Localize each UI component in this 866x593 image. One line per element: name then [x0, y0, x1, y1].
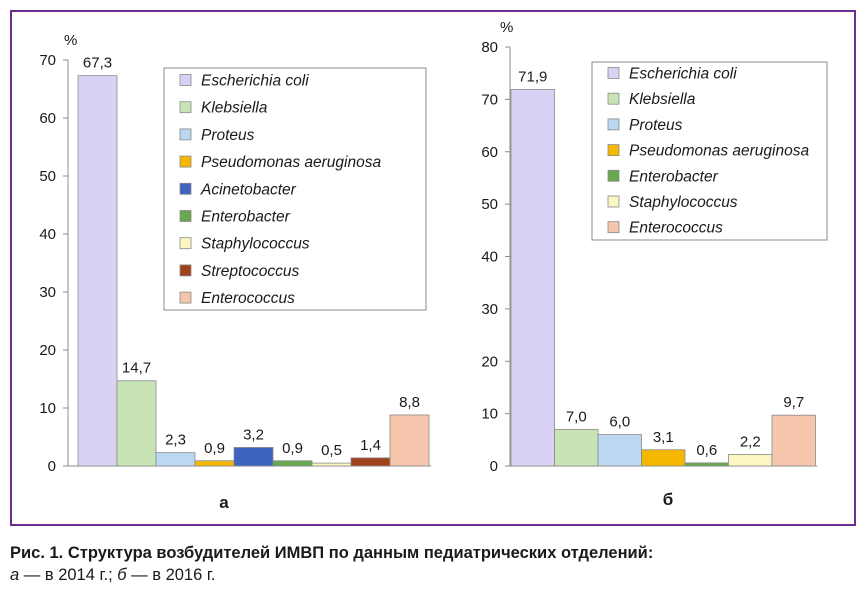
data-label: 8,8 — [399, 394, 420, 411]
legend-entry: Klebsiella — [629, 91, 696, 108]
data-label: 9,7 — [783, 394, 804, 411]
legend-swatch — [179, 264, 192, 277]
legend-entry: Klebsiella — [201, 100, 268, 117]
y-tick-label: 50 — [481, 196, 498, 213]
data-label: 3,1 — [653, 429, 674, 446]
bar — [597, 434, 642, 467]
bar — [510, 89, 555, 467]
legend-entry: Enterococcus — [201, 290, 295, 307]
bar — [554, 428, 599, 467]
bar — [272, 460, 313, 467]
y-tick-label: 50 — [39, 168, 56, 185]
data-label: 1,4 — [360, 437, 381, 454]
bar — [155, 452, 196, 467]
data-label: 67,3 — [83, 55, 112, 72]
caption-a-text: — в 2014 г.; — [19, 566, 118, 584]
legend-entry: Escherichia coli — [201, 73, 309, 90]
data-label: 0,5 — [321, 442, 342, 459]
legend-swatch — [607, 144, 620, 157]
legend-entry: Staphylococcus — [629, 194, 738, 211]
data-label: 0,9 — [204, 440, 225, 457]
legend-box — [591, 61, 828, 241]
legend-swatch — [179, 237, 192, 250]
legend-swatch — [607, 169, 620, 182]
legend-entry: Staphylococcus — [201, 236, 310, 253]
legend-swatch — [179, 74, 192, 86]
bar — [350, 457, 391, 467]
bar — [771, 414, 816, 467]
legend-swatch — [607, 195, 620, 208]
y-tick-label: 70 — [481, 91, 498, 108]
data-label: 7,0 — [566, 408, 587, 425]
bar — [684, 462, 729, 467]
legend-entry: Escherichia coli — [629, 66, 737, 83]
y-tick-label: 10 — [481, 406, 498, 423]
legend-swatch — [607, 118, 620, 131]
bar — [77, 75, 118, 467]
y-tick-label: 70 — [39, 52, 56, 69]
bar — [641, 449, 686, 467]
y-unit-label: % — [64, 32, 77, 49]
legend-swatch — [179, 210, 192, 222]
legend-swatch — [179, 291, 192, 304]
y-tick-label: 10 — [39, 400, 56, 417]
data-label: 2,3 — [165, 432, 186, 449]
y-tick-label: 0 — [48, 458, 56, 475]
legend-entry: Proteus — [201, 127, 255, 144]
data-label: 3,2 — [243, 426, 264, 443]
figure-caption: Рис. 1. Структура возбудителей ИМВП по д… — [10, 542, 856, 586]
legend-entry: Acinetobacter — [200, 181, 297, 198]
y-tick-label: 60 — [39, 110, 56, 127]
bar — [728, 454, 773, 467]
y-tick-label: 30 — [39, 284, 56, 301]
legend-entry: Streptococcus — [201, 263, 299, 280]
y-tick-label: 60 — [481, 144, 498, 161]
y-tick-label: 20 — [481, 353, 498, 370]
y-tick-label: 30 — [481, 301, 498, 318]
bar — [311, 462, 352, 467]
caption-subtitle: а — в 2014 г.; б — в 2016 г. — [10, 564, 856, 586]
caption-b-letter: б — [117, 566, 127, 584]
y-tick-label: 80 — [481, 39, 498, 56]
caption-b-text: — в 2016 г. — [126, 566, 216, 584]
panel-label: а — [219, 493, 229, 512]
y-tick-label: 20 — [39, 342, 56, 359]
data-label: 0,6 — [696, 442, 717, 459]
y-tick-label: 40 — [481, 249, 498, 266]
y-unit-label: % — [500, 19, 513, 36]
chart-canvas: 0 10 20 30 40 50 60 70% 67,3 14,7 2,3 0,9 3,2 0,9 0,5 1… — [39, 19, 828, 512]
legend-entry: Enterobacter — [629, 168, 719, 185]
bar — [233, 447, 274, 467]
y-tick-label: 0 — [490, 458, 498, 475]
legend-swatch — [607, 67, 620, 79]
legend-entry: Pseudomonas aeruginosa — [629, 143, 809, 160]
legend-swatch — [607, 92, 620, 105]
caption-a-letter: а — [10, 566, 20, 584]
bar — [389, 414, 430, 467]
bar — [116, 380, 157, 467]
data-label: 2,2 — [740, 433, 761, 450]
legend-swatch — [179, 101, 192, 114]
legend-swatch — [179, 155, 192, 168]
legend-box — [163, 67, 427, 311]
caption-title: Рис. 1. Структура возбудителей ИМВП по д… — [10, 544, 654, 562]
legend-entry: Enterobacter — [201, 209, 291, 226]
legend-entry: Pseudomonas aeruginosa — [201, 154, 381, 171]
panel-label: б — [663, 490, 674, 509]
bar — [194, 460, 235, 467]
legend-swatch — [607, 221, 620, 234]
data-label: 14,7 — [122, 360, 151, 377]
data-label: 6,0 — [609, 414, 630, 431]
legend-entry: Enterococcus — [629, 220, 723, 237]
data-label: 0,9 — [282, 440, 303, 457]
legend-entry: Proteus — [629, 117, 683, 134]
data-label: 71,9 — [518, 68, 547, 85]
legend-swatch — [179, 182, 192, 195]
y-tick-label: 40 — [39, 226, 56, 243]
legend-swatch — [179, 128, 192, 141]
